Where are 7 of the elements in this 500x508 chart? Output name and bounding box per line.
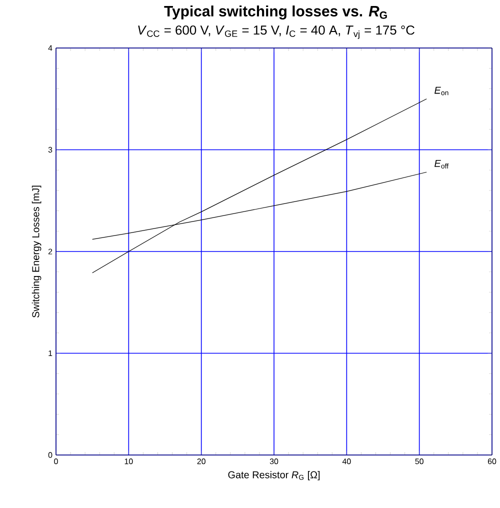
x-axis-title: Gate Resistor R$_{G}$ [Ω]: [228, 471, 320, 480]
text: V$_{CC}$ = 600 V, V$_{GE}$ = 15 V, I$_{C}$ = 40 A, T$_{vj}$ = 175 °C: [138, 26, 415, 39]
series-label: E$_{off}$: [434, 160, 449, 169]
chart-title: Typical switching losses vs. R$_{G}$: [164, 6, 387, 20]
y-axis-title: Switching Energy Losses [mJ]: [32, 186, 42, 318]
line-series: [92, 98, 428, 274]
series-label: E$_{on}$: [434, 86, 448, 96]
